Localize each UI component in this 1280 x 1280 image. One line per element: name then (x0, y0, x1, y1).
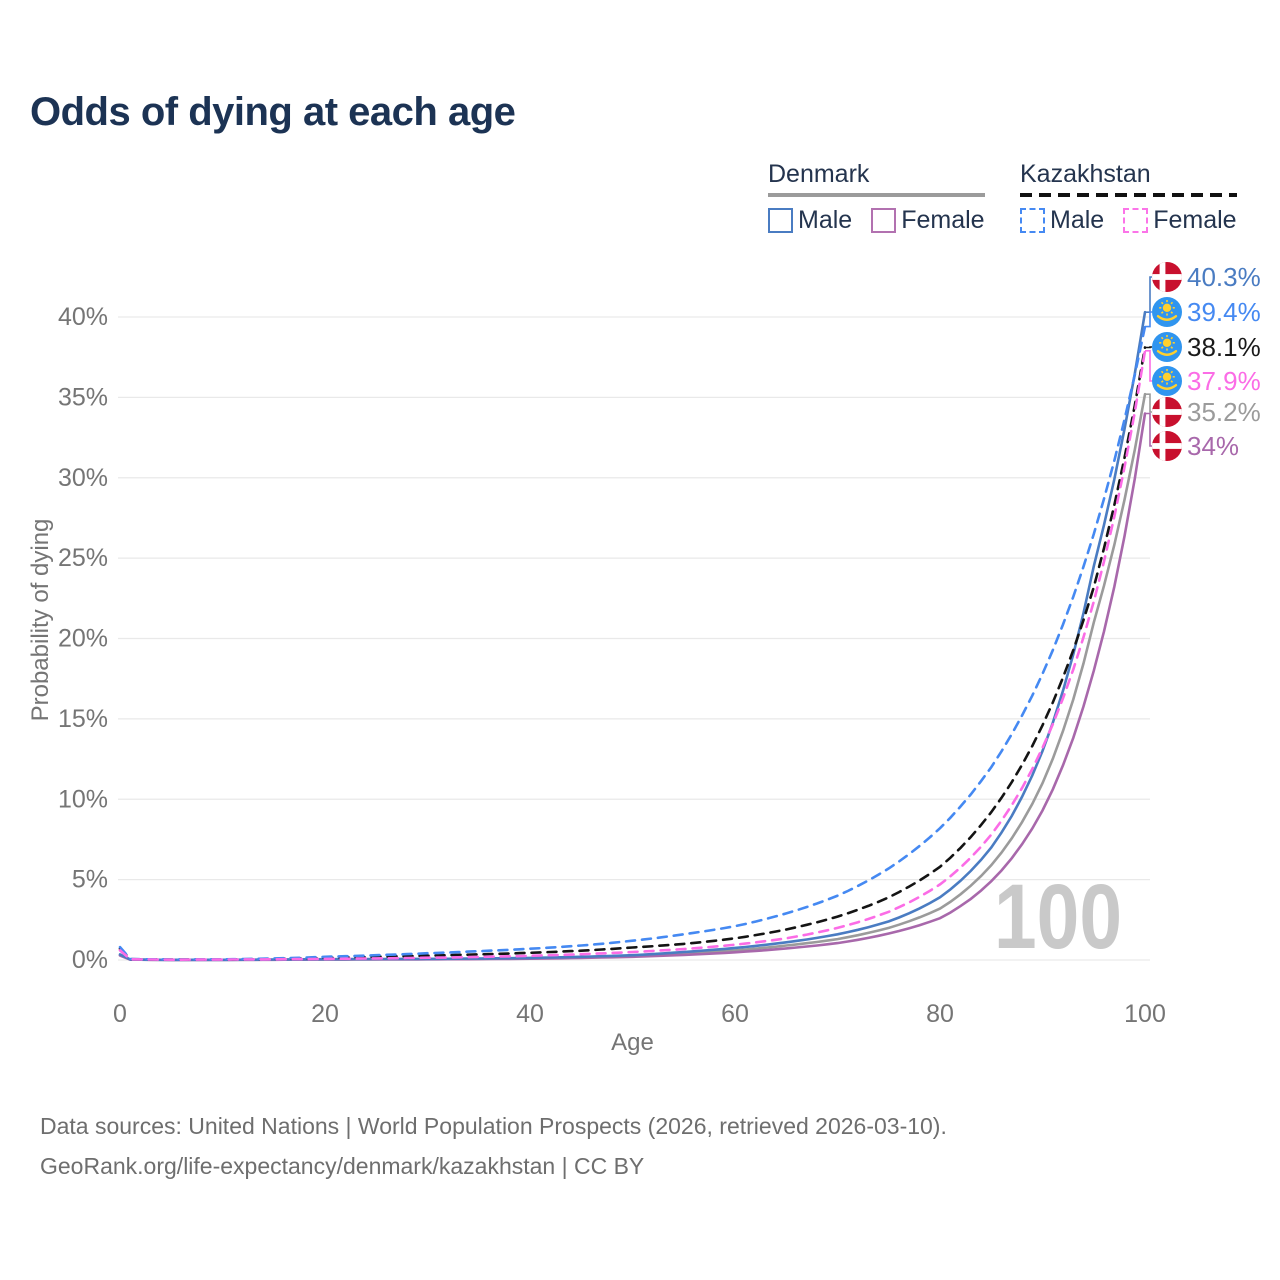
x-tick-label: 0 (113, 1000, 127, 1028)
denmark-flag-cross (1159, 262, 1166, 292)
kazakhstan-flag-icon (1152, 366, 1182, 396)
kazakhstan-flag-ray (1170, 311, 1174, 314)
kazakhstan-flag-ray (1170, 346, 1174, 349)
series-line-kz_male (118, 325, 1147, 961)
data-sources-text: Data sources: United Nations | World Pop… (40, 1113, 947, 1139)
kazakhstan-flag-ray (1170, 380, 1174, 383)
kazakhstan-flag-eagle (1156, 315, 1178, 321)
kazakhstan-flag-eagle (1156, 350, 1178, 356)
legend-label: Female (1153, 206, 1237, 234)
kazakhstan-flag-ray (1170, 301, 1174, 305)
denmark-flag-cross (1159, 431, 1166, 461)
series-line-dk_male (118, 310, 1147, 962)
kazakhstan-flag-icon (1152, 332, 1182, 362)
end-value-label-dk_total: 35.2% (1187, 397, 1261, 427)
x-tick-label: 100 (1124, 1000, 1166, 1028)
series-line-dk_total (118, 392, 1147, 962)
x-tick-label: 20 (311, 1000, 339, 1028)
y-tick-label: 20% (58, 625, 108, 653)
series-line-kz_total (118, 346, 1147, 961)
footer: Data sources: United Nations | World Pop… (40, 1106, 947, 1186)
y-tick-label: 5% (72, 866, 108, 894)
kazakhstan-total-line-swatch (1020, 193, 1237, 197)
x-axis-title: Age (611, 1029, 654, 1056)
kazakhstan-flag-ray (1160, 346, 1164, 349)
y-tick-label: 15% (58, 705, 108, 733)
legend-label: Male (1050, 206, 1105, 234)
kazakhstan-flag-eagle (1156, 384, 1178, 390)
kazakhstan-flag-icon (1152, 297, 1182, 327)
y-axis-title: Probability of dying (27, 519, 54, 722)
kazakhstan-female-checkbox-icon[interactable] (1123, 208, 1149, 233)
x-tick-label: 80 (926, 1000, 954, 1028)
end-label-connector (1145, 346, 1152, 349)
attribution-text: GeoRank.org/life-expectancy/denmark/kaza… (40, 1153, 645, 1179)
legend-country-kazakhstan[interactable]: Kazakhstan (1020, 160, 1151, 188)
legend-item-denmark-male[interactable]: Male (768, 206, 852, 235)
denmark-total-line-swatch (768, 193, 985, 197)
series-line-dk_female (118, 412, 1147, 962)
kazakhstan-flag-ray (1160, 311, 1164, 314)
y-tick-label: 0% (72, 946, 108, 974)
kazakhstan-flag-ray (1160, 380, 1164, 383)
denmark-flag-cross (1152, 443, 1182, 449)
legend-label: Male (798, 206, 853, 234)
kazakhstan-flag-ray (1160, 336, 1164, 340)
age-counter-watermark: 100 (994, 866, 1122, 968)
y-tick-label: 40% (58, 303, 108, 331)
end-label-connector (1145, 350, 1152, 382)
legend-item-kazakhstan-female[interactable]: Female (1123, 206, 1237, 235)
kazakhstan-flag-ray (1160, 301, 1164, 305)
end-label-connector (1145, 412, 1152, 447)
legend-items-kazakhstan: Male Female (1020, 206, 1237, 235)
y-tick-label: 10% (58, 785, 108, 813)
denmark-flag-cross (1152, 274, 1182, 280)
denmark-female-checkbox-icon[interactable] (871, 208, 897, 233)
kazakhstan-flag-ray (1170, 336, 1174, 340)
kazakhstan-flag-sun (1162, 372, 1172, 381)
kazakhstan-flag-sun (1162, 303, 1172, 312)
y-tick-label: 30% (58, 464, 108, 492)
end-value-label-dk_female: 34% (1187, 431, 1239, 461)
y-tick-label: 35% (58, 383, 108, 411)
legend-item-denmark-female[interactable]: Female (871, 206, 985, 235)
end-label-connector (1145, 393, 1152, 413)
end-label-connector (1145, 276, 1152, 313)
end-value-label-kz_female: 37.9% (1187, 366, 1261, 396)
x-tick-label: 40 (516, 1000, 544, 1028)
denmark-flag-cross (1159, 397, 1166, 427)
kazakhstan-flag-ray (1170, 370, 1174, 374)
legend-group-kazakhstan: Kazakhstan Male Female (1020, 160, 1237, 235)
kazakhstan-male-checkbox-icon[interactable] (1020, 208, 1045, 233)
legend-items-denmark: Male Female (768, 206, 985, 235)
denmark-male-checkbox-icon[interactable] (768, 208, 793, 233)
page-title: Odds of dying at each age (30, 90, 516, 134)
legend-group-denmark: Denmark Male Female (768, 160, 985, 235)
series-line-kz_female (118, 349, 1147, 961)
end-value-label-dk_male: 40.3% (1187, 262, 1261, 292)
y-tick-label: 25% (58, 544, 108, 572)
end-value-label-kz_total: 38.1% (1187, 332, 1261, 362)
end-value-label-kz_male: 39.4% (1187, 297, 1261, 327)
denmark-flag-cross (1152, 409, 1182, 415)
kazakhstan-flag-ray (1160, 370, 1164, 374)
legend-item-kazakhstan-male[interactable]: Male (1020, 206, 1104, 235)
end-label-connector (1145, 311, 1152, 328)
kazakhstan-flag-sun (1162, 338, 1172, 347)
x-tick-label: 60 (721, 1000, 749, 1028)
legend-label: Female (901, 206, 985, 234)
legend-country-denmark[interactable]: Denmark (768, 160, 870, 188)
